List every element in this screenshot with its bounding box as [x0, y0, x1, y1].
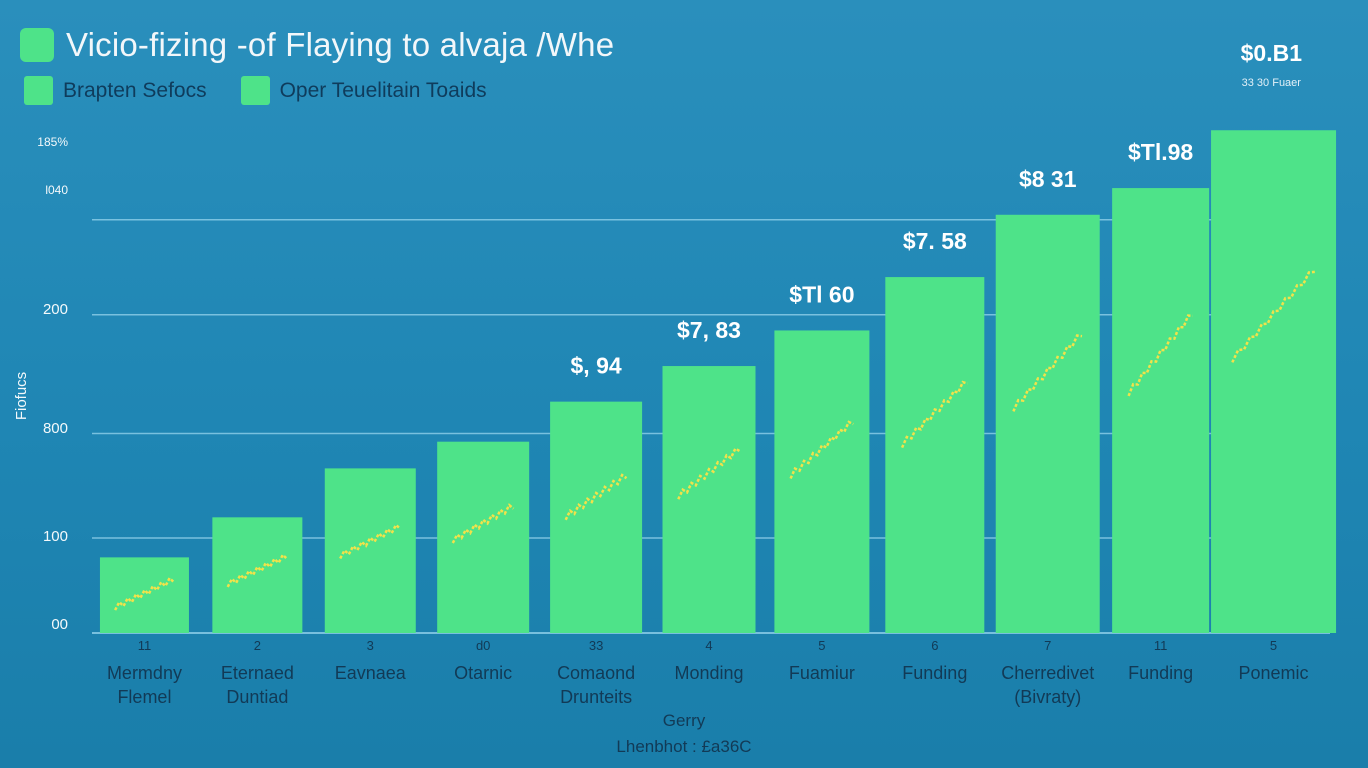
legend-label: Brapten Sefocs [63, 78, 207, 102]
footer-label: Gerry [662, 711, 706, 730]
category-label: Duntiad [226, 687, 288, 707]
y-tick-label: l040 [45, 183, 68, 197]
category-label: Cherredivet [1001, 663, 1094, 683]
bar [774, 330, 870, 633]
bar [662, 366, 756, 633]
category-label: Drunteits [560, 687, 632, 707]
corner-annotation: $0.B1 33 30 Fuaer [1241, 40, 1302, 89]
category-label: Mermdny [107, 663, 182, 683]
y-tick-label: 185% [37, 135, 68, 149]
bar [885, 277, 985, 633]
legend-swatch [240, 76, 270, 105]
category-number: 4 [705, 638, 712, 653]
bar [324, 468, 416, 633]
corner-value: $0.B1 [1240, 40, 1302, 66]
title-row: Vicio-fizing -of Flaying to alvaja /Whe [20, 26, 614, 64]
corner-subtitle: 33 30 Fuaer [1241, 77, 1301, 89]
category-label: Eternaed [221, 663, 294, 683]
category-number: 3 [367, 638, 374, 653]
category-number: 7 [1044, 638, 1051, 653]
bar [995, 214, 1100, 633]
category-label: Flemel [117, 687, 171, 707]
bar-sparkline [226, 552, 288, 588]
bar-value-label: $, 94 [571, 353, 622, 379]
bar [1112, 188, 1210, 633]
bar [212, 517, 303, 633]
category-label: Funding [902, 663, 967, 683]
bar-sparkline [113, 576, 175, 611]
legend: Brapten Sefocs Oper Teuelitain Toaids [24, 76, 487, 105]
y-tick-label: 00 [51, 616, 68, 633]
bar [1211, 130, 1337, 633]
bar-sparkline [1127, 314, 1193, 397]
category-number: 11 [1154, 638, 1168, 653]
category-number: 11 [138, 638, 152, 653]
bar-sparkline [1012, 334, 1083, 412]
legend-label: Oper Teuelitain Toaids [279, 78, 487, 102]
bar-value-label: $8 31 [1019, 166, 1077, 192]
category-label: Monding [674, 663, 743, 683]
category-label: Fuamiur [789, 663, 855, 683]
bar [437, 441, 530, 633]
category-number: 5 [1270, 638, 1277, 653]
footer-note: Lhenbhot : £a36C [616, 737, 752, 756]
y-tick-label: 200 [43, 301, 68, 318]
bar-value-label: $Tl 60 [789, 281, 854, 307]
category-number: 33 [589, 638, 603, 653]
bar-value-label: $7, 83 [677, 317, 741, 343]
bar-sparkline [900, 380, 968, 449]
category-number: 6 [931, 638, 938, 653]
category-label: Comaond [557, 663, 635, 683]
y-tick-label: 100 [43, 528, 68, 545]
legend-item: Oper Teuelitain Toaids [240, 76, 487, 105]
legend-item: Brapten Sefocs [24, 76, 207, 105]
bar-value-label: $Tl.98 [1128, 139, 1193, 165]
category-label: Ponemic [1239, 663, 1309, 683]
category-number: 2 [254, 638, 261, 653]
bar-sparkline [564, 473, 628, 521]
bar [550, 401, 643, 633]
chart-title: Vicio-fizing -of Flaying to alvaja /Whe [66, 26, 615, 63]
bar-value-label: $7. 58 [903, 228, 967, 254]
category-number: d0 [476, 638, 490, 653]
bar-sparkline [677, 446, 741, 500]
category-number: 5 [818, 638, 825, 653]
title-swatch [20, 28, 54, 62]
bar [99, 557, 189, 633]
category-label: Eavnaea [335, 663, 407, 683]
category-label: Otarnic [454, 663, 512, 683]
y-axis-label: Fiofucs [13, 372, 30, 420]
category-label: Funding [1128, 663, 1193, 683]
category-label: (Bivraty) [1014, 687, 1081, 707]
legend-swatch [24, 76, 53, 105]
bar-sparkline [1231, 270, 1315, 363]
y-tick-label: 800 [43, 420, 68, 437]
